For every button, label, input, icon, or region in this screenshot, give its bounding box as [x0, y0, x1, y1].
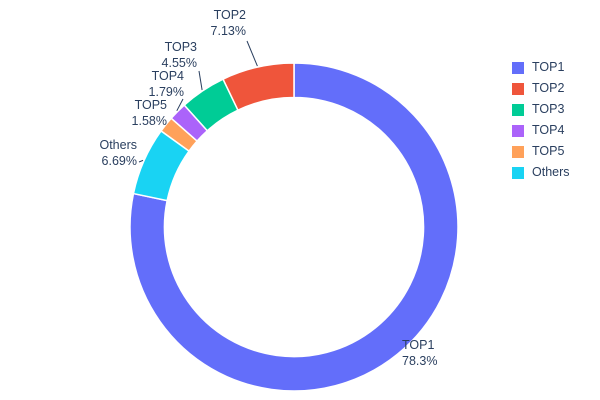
- label-line-top2: [246, 40, 258, 67]
- legend-swatch-top5: [512, 145, 524, 158]
- legend-label-top3: TOP3: [532, 102, 565, 117]
- legend-item-top1[interactable]: TOP1: [512, 57, 570, 78]
- legend-item-top5[interactable]: TOP5: [512, 141, 570, 162]
- legend-item-others[interactable]: Others: [512, 162, 570, 183]
- label-line-others: [138, 159, 144, 163]
- slice-label-others: Others 6.69%: [99, 138, 137, 168]
- slice-top1: [129, 62, 459, 392]
- label-line-top4: [176, 98, 184, 112]
- slice-top2: [221, 62, 295, 112]
- slice-top4: [170, 104, 209, 143]
- slice-label-top4: TOP4 1.79%: [149, 69, 185, 99]
- legend: TOP1 TOP2 TOP3 TOP4 TOP5 Others: [512, 57, 570, 183]
- slice-others: [132, 129, 191, 202]
- slice-label-top2: TOP2 7.13%: [211, 8, 247, 38]
- label-line-top3: [198, 70, 203, 91]
- legend-item-top4[interactable]: TOP4: [512, 120, 570, 141]
- legend-swatch-top2: [512, 82, 524, 95]
- legend-label-top4: TOP4: [532, 123, 565, 138]
- slice-label-top3: TOP3 4.55%: [162, 40, 198, 70]
- slice-top5: [160, 117, 199, 153]
- legend-swatch-others: [512, 166, 524, 179]
- legend-item-top3[interactable]: TOP3: [512, 99, 570, 120]
- slice-label-top1: TOP1 78.3%: [402, 338, 437, 368]
- legend-item-top2[interactable]: TOP2: [512, 78, 570, 99]
- legend-label-top2: TOP2: [532, 81, 565, 96]
- legend-label-top5: TOP5: [532, 144, 565, 159]
- legend-swatch-top3: [512, 103, 524, 116]
- legend-swatch-top4: [512, 124, 524, 137]
- legend-swatch-top1: [512, 61, 524, 74]
- slice-top3: [183, 78, 239, 132]
- slice-label-top5: TOP5 1.58%: [132, 98, 168, 128]
- legend-label-top1: TOP1: [532, 60, 565, 75]
- legend-label-others: Others: [532, 165, 570, 180]
